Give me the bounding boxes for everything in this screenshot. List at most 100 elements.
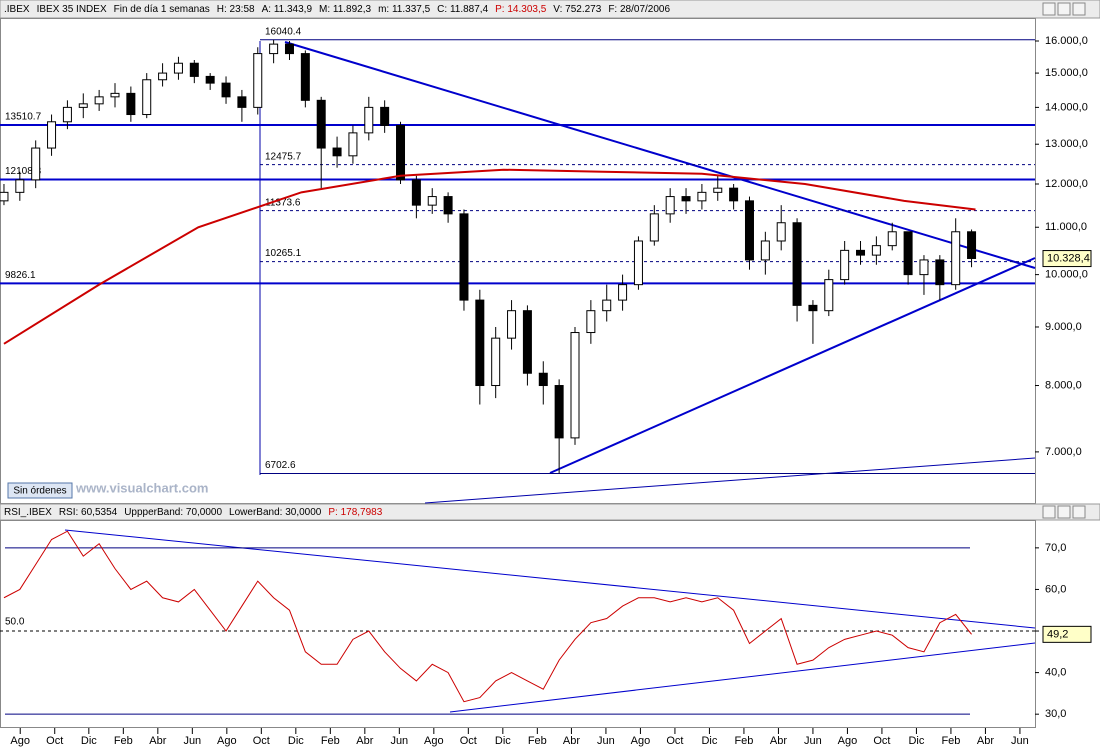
trend-line — [549, 257, 1036, 474]
trend-line — [64, 529, 1036, 629]
candle-body — [364, 106, 374, 134]
rsi-header: RSI_.IBEX RSI: 60,5354 UppperBand: 70,0000… — [4, 507, 383, 518]
moving-average — [3, 168, 976, 345]
candle-body — [935, 259, 945, 286]
x-tick-label: Ago — [10, 735, 30, 747]
trend-line — [424, 457, 1036, 504]
candle-body — [507, 310, 517, 339]
y-tick-label: 70,0 — [1045, 542, 1066, 554]
y-tick-label: 30,0 — [1045, 708, 1066, 720]
candle-body — [0, 191, 9, 202]
candle-body — [15, 179, 25, 193]
candle-body — [871, 245, 881, 256]
candle-body — [475, 299, 485, 387]
y-tick-label: 14.000,0 — [1045, 101, 1088, 113]
candle-body — [618, 284, 628, 301]
header-field: P: 178,7983 — [328, 507, 382, 518]
header-field: M: 11.892,3 — [319, 4, 372, 15]
candle-body — [681, 196, 691, 202]
last-value-label: 10.328,4 — [1047, 252, 1090, 264]
candle-body — [47, 121, 57, 149]
candle-body — [649, 213, 659, 242]
level-label: 9826.1 — [5, 270, 36, 281]
candle-body — [856, 249, 866, 256]
candle-body — [713, 187, 723, 193]
level-label: 16040.4 — [265, 26, 302, 37]
close-button[interactable] — [1072, 505, 1086, 519]
x-tick-label: Dic — [701, 735, 717, 747]
candle-body — [665, 196, 675, 215]
x-tick-label: Feb — [941, 735, 960, 747]
candle-body — [396, 124, 406, 181]
candle-body — [411, 179, 421, 206]
header-field: Fin de día 1 semanas — [114, 4, 210, 15]
candle-body — [78, 103, 88, 108]
candle-body — [760, 240, 770, 261]
candle-body — [237, 96, 247, 108]
x-tick-label: Oct — [46, 735, 63, 747]
candle-body — [316, 99, 326, 149]
level-label: 13510.7 — [5, 112, 42, 123]
x-tick-label: Jun — [390, 735, 408, 747]
close-button[interactable] — [1072, 2, 1086, 16]
x-tick-label: Ago — [631, 735, 651, 747]
x-tick-label: Feb — [734, 735, 753, 747]
candle-body — [221, 82, 231, 98]
header-field: IBEX 35 INDEX — [37, 4, 107, 15]
header-field: P: 14.303,5 — [495, 4, 547, 15]
y-tick-label: 12.000,0 — [1045, 178, 1088, 190]
maximize-button[interactable] — [1057, 2, 1071, 16]
header-field: m: 11.337,5 — [378, 4, 431, 15]
maximize-button[interactable] — [1057, 505, 1071, 519]
y-tick-label: 9.000,0 — [1045, 321, 1082, 333]
y-tick-label: 8.000,0 — [1045, 379, 1082, 391]
rsi-line — [3, 530, 972, 703]
x-tick-label: Ago — [838, 735, 858, 747]
watermark: www.visualchart.com — [75, 480, 208, 495]
candle-body — [142, 79, 152, 116]
candle-body — [570, 332, 580, 439]
candle-body — [633, 240, 643, 286]
last-value-label: 49,2 — [1047, 628, 1068, 640]
candle-body — [284, 43, 294, 55]
header-field: RSI_.IBEX — [4, 507, 52, 518]
y-tick-label: 10.000,0 — [1045, 269, 1088, 281]
level-label: 12108.3 — [5, 166, 42, 177]
candle-body — [491, 337, 501, 387]
price-header: .IBEX IBEX 35 INDEX Fin de día 1 semanas H:… — [4, 4, 670, 15]
y-tick-label: 40,0 — [1045, 667, 1066, 679]
header-field: C: 11.887,4 — [437, 4, 488, 15]
candle-body — [110, 92, 120, 98]
header-field: V: 752.273 — [553, 4, 601, 15]
candle-body — [443, 196, 453, 215]
x-tick-label: Ago — [424, 735, 444, 747]
x-tick-label: Abr — [356, 735, 373, 747]
candle-body — [427, 196, 437, 206]
x-tick-label: Oct — [253, 735, 270, 747]
minimize-button[interactable] — [1042, 2, 1056, 16]
header-field: UppperBand: 70,0000 — [124, 507, 222, 518]
level-label: 11373.6 — [265, 197, 301, 208]
x-tick-label: Dic — [908, 735, 924, 747]
orders-button[interactable] — [7, 482, 73, 499]
candle-body — [887, 231, 897, 247]
candle-body — [459, 213, 469, 301]
candle-body — [269, 43, 279, 55]
level-label: 6702.6 — [265, 460, 296, 471]
y-tick-label: 7.000,0 — [1045, 446, 1082, 458]
candle-body — [840, 249, 850, 281]
candle-body — [380, 106, 390, 126]
x-tick-label: Abr — [770, 735, 787, 747]
candle-body — [158, 72, 168, 81]
header-field: A: 11.343,9 — [262, 4, 313, 15]
candle-body — [332, 147, 342, 157]
x-tick-label: Jun — [183, 735, 201, 747]
candle-body — [967, 231, 977, 259]
x-tick-label: Jun — [804, 735, 822, 747]
candle-body — [554, 385, 564, 439]
candle-body — [697, 191, 707, 202]
x-tick-label: Feb — [528, 735, 547, 747]
minimize-button[interactable] — [1042, 505, 1056, 519]
candle-body — [126, 92, 136, 116]
